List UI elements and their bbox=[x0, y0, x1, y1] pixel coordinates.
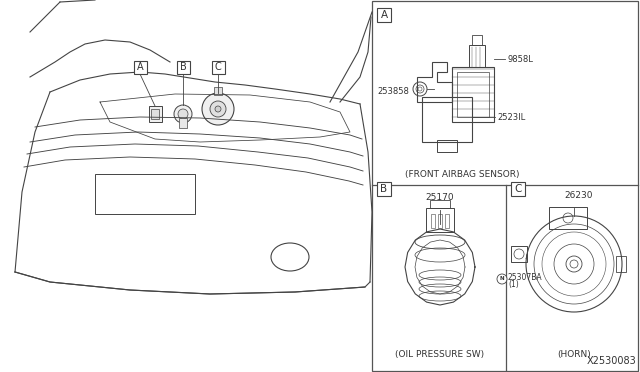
Bar bbox=[469, 45, 485, 67]
Text: B: B bbox=[380, 184, 388, 194]
Bar bbox=[438, 214, 442, 228]
Bar bbox=[95, 174, 195, 214]
Text: 26230: 26230 bbox=[564, 192, 593, 201]
Text: A: A bbox=[137, 62, 143, 72]
Text: 25170: 25170 bbox=[426, 192, 454, 202]
Circle shape bbox=[497, 274, 507, 284]
Text: (1): (1) bbox=[508, 280, 519, 289]
Circle shape bbox=[210, 101, 226, 117]
Circle shape bbox=[215, 106, 221, 112]
Text: C: C bbox=[515, 184, 522, 194]
Text: (FRONT AIRBAG SENSOR): (FRONT AIRBAG SENSOR) bbox=[404, 170, 519, 179]
Text: (OIL PRESSURE SW): (OIL PRESSURE SW) bbox=[396, 350, 484, 359]
Text: X2530083: X2530083 bbox=[586, 356, 636, 366]
Circle shape bbox=[174, 105, 192, 123]
Bar bbox=[179, 118, 187, 128]
Bar bbox=[452, 67, 494, 122]
Text: B: B bbox=[180, 62, 186, 72]
Bar bbox=[372, 1, 638, 371]
Bar bbox=[472, 35, 482, 45]
Text: 2523IL: 2523IL bbox=[497, 112, 525, 122]
Text: N: N bbox=[500, 276, 504, 282]
Bar bbox=[511, 182, 525, 196]
Text: A: A bbox=[380, 10, 388, 20]
Bar bbox=[422, 97, 472, 142]
Text: 25307BA: 25307BA bbox=[508, 273, 543, 282]
Bar bbox=[149, 106, 162, 122]
Bar bbox=[151, 109, 159, 119]
Bar bbox=[426, 208, 454, 232]
Bar bbox=[616, 256, 626, 272]
Bar bbox=[377, 182, 391, 196]
Bar bbox=[549, 207, 587, 229]
Bar bbox=[177, 61, 189, 74]
Text: C: C bbox=[214, 62, 221, 72]
Bar bbox=[457, 72, 489, 117]
Bar bbox=[437, 140, 457, 152]
Circle shape bbox=[178, 109, 188, 119]
Bar bbox=[377, 8, 391, 22]
Text: (HORN): (HORN) bbox=[557, 350, 591, 359]
Bar bbox=[134, 61, 147, 74]
Text: 9858L: 9858L bbox=[507, 55, 533, 64]
Bar bbox=[211, 61, 225, 74]
Bar bbox=[430, 200, 450, 208]
Bar bbox=[511, 246, 527, 262]
Bar bbox=[214, 87, 222, 95]
Bar bbox=[431, 214, 435, 228]
Bar bbox=[445, 214, 449, 228]
Text: 253858: 253858 bbox=[377, 87, 409, 96]
Circle shape bbox=[202, 93, 234, 125]
